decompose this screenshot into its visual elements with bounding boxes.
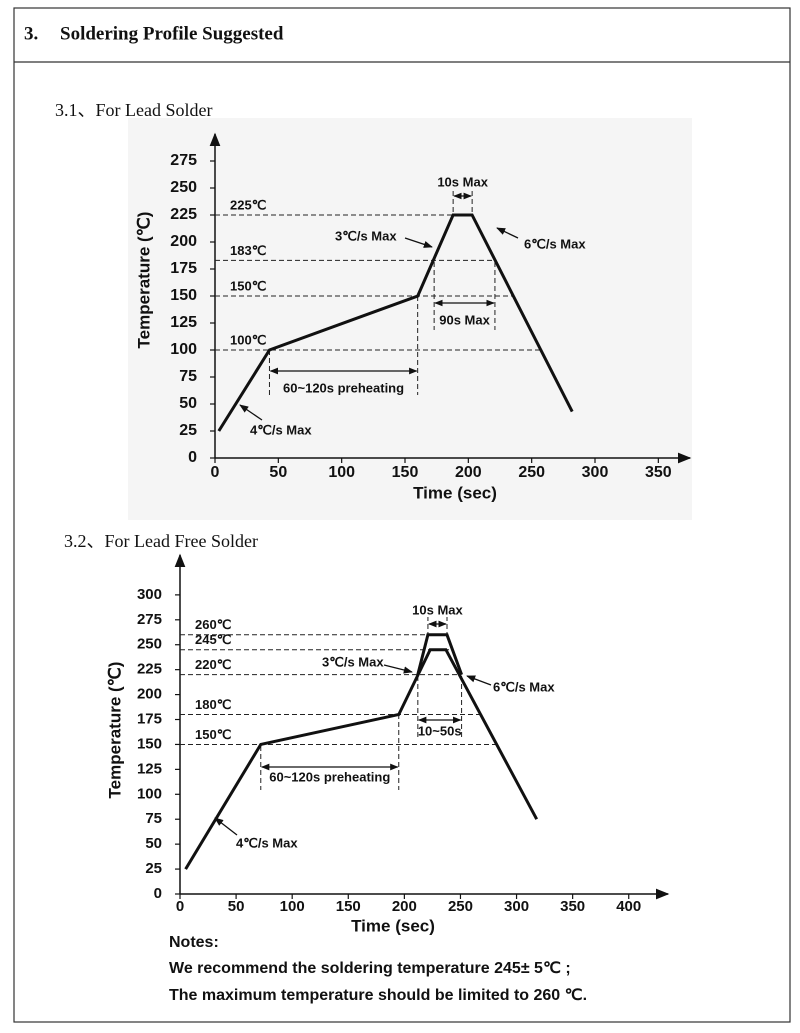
rate-arrow xyxy=(383,664,413,674)
y-tick-label: 50 xyxy=(179,395,197,412)
rate-arrow xyxy=(239,404,263,421)
y-tick-label: 250 xyxy=(170,179,197,196)
y-tick-label: 125 xyxy=(170,314,197,331)
y-tick-label: 250 xyxy=(137,636,162,653)
x-tick-label: 100 xyxy=(328,464,355,481)
reference-label: 260℃ xyxy=(195,617,231,632)
x-axis-label: Time (sec) xyxy=(413,483,497,502)
x-tick-label: 0 xyxy=(211,464,220,481)
x-tick-label: 50 xyxy=(269,464,287,481)
y-tick-label: 200 xyxy=(137,686,162,703)
page-border xyxy=(13,7,791,1023)
y-tick-label: 225 xyxy=(137,661,162,678)
x-tick-label: 300 xyxy=(504,898,529,915)
rate-label: 3℃/s Max xyxy=(322,654,384,669)
reference-label: 225℃ xyxy=(230,197,266,212)
y-tick-label: 75 xyxy=(179,368,197,385)
span-label: 90s Max xyxy=(439,312,490,327)
x-tick-label: 100 xyxy=(280,898,305,915)
x-tick-label: 50 xyxy=(228,898,245,915)
reference-label: 245℃ xyxy=(195,632,231,647)
x-tick-label: 250 xyxy=(518,464,545,481)
y-tick-label: 175 xyxy=(137,710,162,727)
rate-arrow xyxy=(214,817,238,836)
y-tick-label: 175 xyxy=(170,260,197,277)
y-tick-label: 300 xyxy=(137,586,162,603)
reference-label: 180℃ xyxy=(195,697,231,712)
y-axis-label: Temperature (℃) xyxy=(134,212,153,349)
y-tick-label: 150 xyxy=(137,735,162,752)
y-axis-label: Temperature (℃) xyxy=(105,662,124,799)
y-tick-label: 100 xyxy=(137,785,162,802)
caption: 3.2、For Lead Free Solder xyxy=(64,531,258,551)
x-tick-label: 200 xyxy=(392,898,417,915)
y-tick-label: 150 xyxy=(170,287,197,304)
y-tick-label: 275 xyxy=(170,152,197,169)
y-tick-label: 50 xyxy=(145,835,162,852)
y-tick-label: 0 xyxy=(154,885,162,902)
rate-label: 6℃/s Max xyxy=(493,679,555,694)
rate-label: 4℃/s Max xyxy=(250,422,312,437)
x-tick-label: 250 xyxy=(448,898,473,915)
y-tick-label: 125 xyxy=(137,760,162,777)
figure-background xyxy=(128,118,692,520)
span-label: 60~120s preheating xyxy=(269,769,390,784)
rate-arrow xyxy=(404,237,433,248)
x-tick-label: 300 xyxy=(582,464,609,481)
x-tick-label: 0 xyxy=(176,898,184,915)
span-label: 10s Max xyxy=(437,174,488,189)
reference-label: 183℃ xyxy=(230,243,266,258)
span-label: 10s Max xyxy=(412,602,463,617)
reference-label: 100℃ xyxy=(230,332,266,347)
rate-label: 6℃/s Max xyxy=(524,236,586,251)
y-tick-label: 25 xyxy=(145,860,162,877)
x-tick-label: 350 xyxy=(560,898,585,915)
profile-line xyxy=(217,213,574,432)
rate-label: 4℃/s Max xyxy=(236,835,298,850)
profile-line xyxy=(416,633,464,676)
reference-label: 220℃ xyxy=(195,657,231,672)
notes-line: The maximum temperature should be limite… xyxy=(169,987,587,1004)
x-tick-label: 200 xyxy=(455,464,482,481)
section-number: 3. xyxy=(24,23,38,44)
notes-title: Notes: xyxy=(169,934,219,951)
rate-arrow xyxy=(466,675,492,686)
y-tick-label: 225 xyxy=(170,206,197,223)
reference-label: 150℃ xyxy=(195,727,231,742)
rate-arrow xyxy=(496,227,519,239)
rate-label: 3℃/s Max xyxy=(335,228,397,243)
reference-label: 150℃ xyxy=(230,278,266,293)
x-tick-label: 400 xyxy=(616,898,641,915)
y-tick-label: 75 xyxy=(145,810,162,827)
y-tick-label: 200 xyxy=(170,233,197,250)
y-tick-label: 275 xyxy=(137,611,162,628)
x-tick-label: 150 xyxy=(336,898,361,915)
caption: 3.1、For Lead Solder xyxy=(55,100,212,120)
span-label: 60~120s preheating xyxy=(283,380,404,395)
x-tick-label: 150 xyxy=(392,464,419,481)
span-label: 10~50s xyxy=(418,723,462,738)
profile-line xyxy=(184,648,539,870)
x-axis-label: Time (sec) xyxy=(351,916,435,935)
y-tick-label: 0 xyxy=(188,449,197,466)
notes-line: We recommend the soldering temperature 2… xyxy=(169,960,571,977)
y-tick-label: 25 xyxy=(179,422,197,439)
section-title: Soldering Profile Suggested xyxy=(60,23,284,44)
x-tick-label: 350 xyxy=(645,464,672,481)
y-tick-label: 100 xyxy=(170,341,197,358)
